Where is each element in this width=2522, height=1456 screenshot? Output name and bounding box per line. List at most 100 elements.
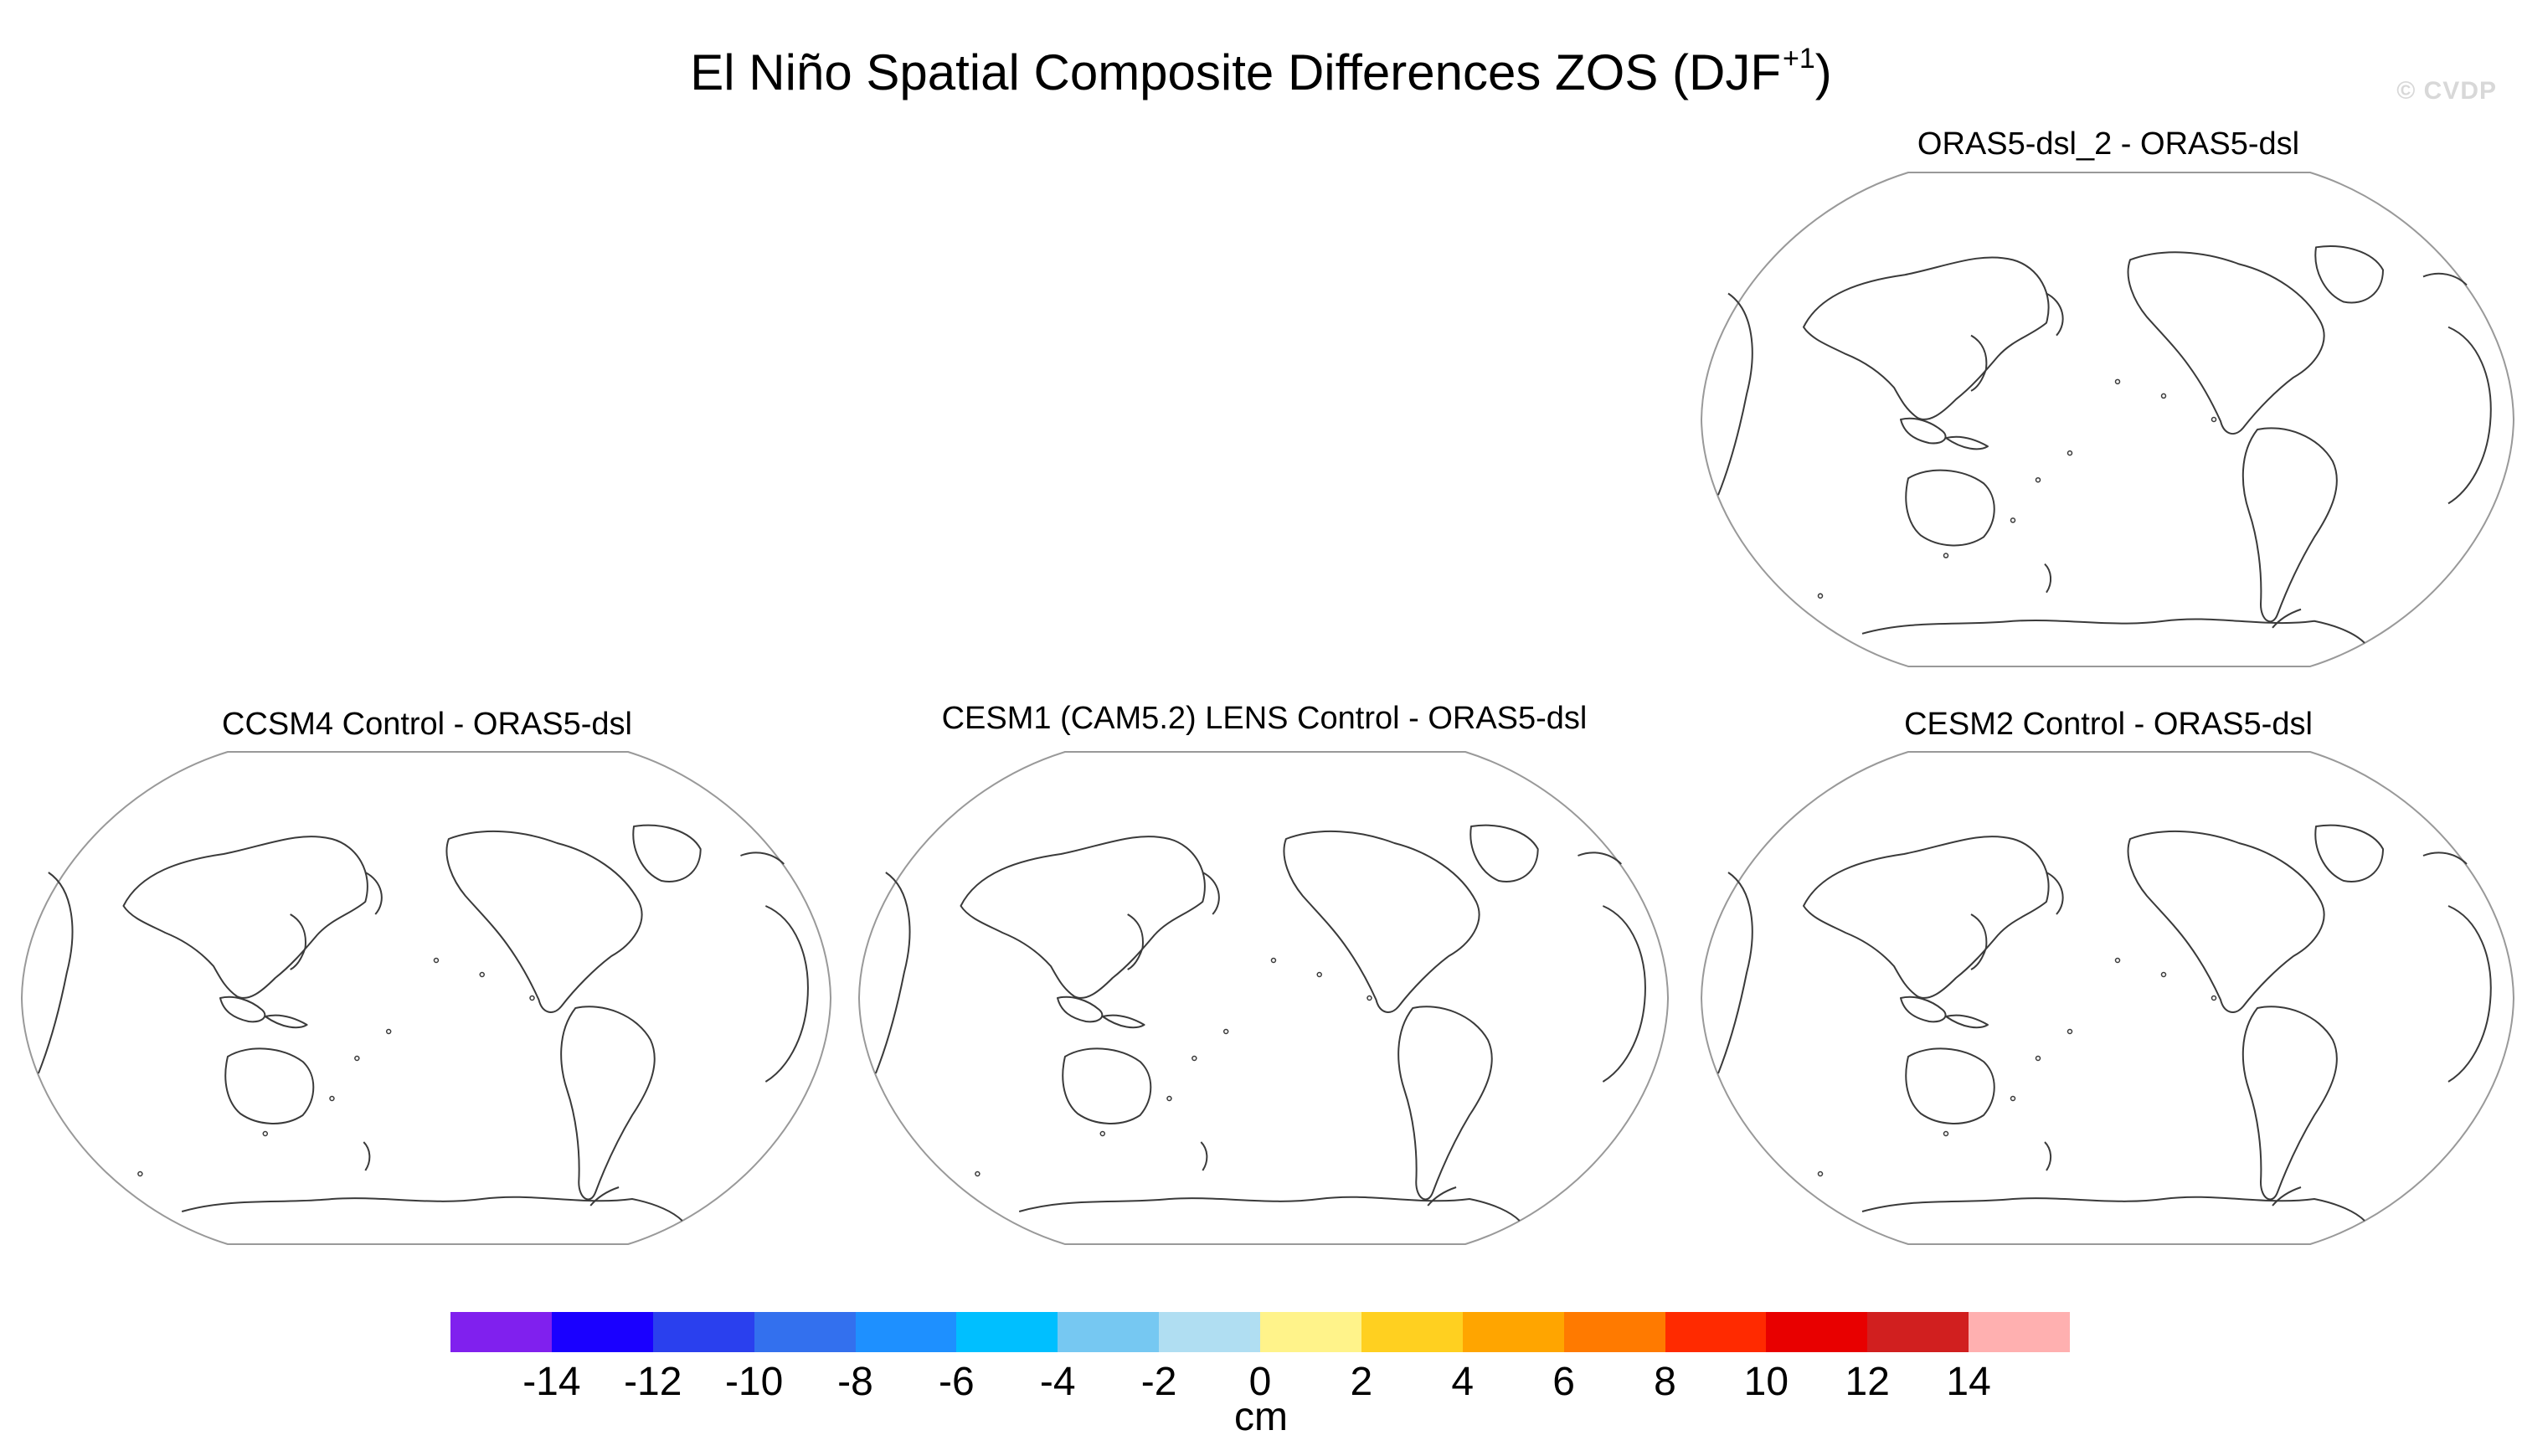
coastline bbox=[1905, 1047, 1995, 1124]
island bbox=[385, 1028, 392, 1035]
colorbar-swatch-0 bbox=[450, 1312, 552, 1352]
colorbar-swatch-13 bbox=[1766, 1312, 1868, 1352]
colorbar-tick-label: 14 bbox=[1946, 1360, 1991, 1404]
island bbox=[1192, 1055, 1197, 1062]
colorbar-swatch-9 bbox=[1361, 1312, 1463, 1352]
island bbox=[1270, 957, 1277, 964]
coastline bbox=[2044, 563, 2051, 594]
coastline bbox=[37, 872, 74, 1074]
map-orasdsl2 bbox=[1700, 172, 2515, 667]
map-border bbox=[1700, 751, 2515, 1245]
panel-title-cesm1: CESM1 (CAM5.2) LENS Control - ORAS5-dsl bbox=[941, 701, 1588, 736]
colorbar-tick-label: -12 bbox=[624, 1360, 682, 1404]
island bbox=[1099, 1130, 1106, 1137]
coastline bbox=[1127, 913, 1144, 970]
coastline bbox=[2314, 824, 2384, 882]
figure-title-superscript: +1 bbox=[1782, 43, 1815, 75]
coastline bbox=[1062, 1047, 1152, 1124]
cvdp-watermark: © CVDP bbox=[2396, 77, 2497, 105]
coastline bbox=[2314, 245, 2384, 304]
panel-title-cesm2: CESM2 Control - ORAS5-dsl bbox=[1904, 707, 2313, 742]
coastline bbox=[1900, 996, 1947, 1023]
panel-title-ccsm4: CCSM4 Control - ORAS5-dsl bbox=[222, 707, 632, 742]
coastline bbox=[2422, 272, 2468, 286]
coastline bbox=[1970, 334, 1988, 392]
colorbar-swatch-15 bbox=[1969, 1312, 2070, 1352]
island bbox=[1817, 593, 1824, 599]
coastline bbox=[1803, 836, 2050, 999]
coastline bbox=[1717, 292, 1753, 496]
island bbox=[2160, 393, 2167, 399]
colorbar-swatch-6 bbox=[1058, 1312, 1160, 1352]
colorbar-units: cm bbox=[1234, 1395, 1288, 1439]
island bbox=[2035, 476, 2041, 483]
coastline bbox=[445, 830, 643, 1013]
colorbar-tick-label: 6 bbox=[1552, 1360, 1575, 1404]
island bbox=[529, 995, 535, 1001]
island bbox=[2066, 1028, 2073, 1035]
coastline bbox=[364, 872, 383, 915]
map-ccsm4 bbox=[20, 751, 832, 1245]
coastline bbox=[1427, 1186, 1457, 1206]
island bbox=[2066, 450, 2073, 456]
island bbox=[479, 971, 485, 978]
island bbox=[1166, 1095, 1172, 1102]
coastline bbox=[1803, 256, 2050, 420]
coastline bbox=[224, 1047, 315, 1124]
colorbar-tick-label: -4 bbox=[1039, 1360, 1076, 1404]
coastline bbox=[2044, 1141, 2051, 1171]
figure-title: El Niño Spatial Composite Differences ZO… bbox=[0, 25, 2522, 106]
island bbox=[1817, 1170, 1824, 1177]
coastline bbox=[1970, 913, 1988, 970]
map-cesm1 bbox=[857, 751, 1670, 1245]
colorbar-tick-label: 0 bbox=[1248, 1360, 1272, 1404]
island bbox=[1367, 995, 1372, 1001]
map-border bbox=[20, 751, 832, 1245]
coastline bbox=[740, 851, 785, 865]
colorbar-ticks: -14 -12 -10 -8 -6 -4 -2 0 2 4 6 8 10 12 14 bbox=[0, 1359, 2522, 1409]
colorbar bbox=[450, 1312, 2070, 1352]
coastline bbox=[122, 836, 368, 999]
coastline bbox=[2422, 851, 2468, 865]
colorbar-tick-label: -2 bbox=[1140, 1360, 1177, 1404]
coastline bbox=[1202, 872, 1220, 915]
coastline bbox=[2241, 427, 2338, 623]
island bbox=[2211, 416, 2217, 423]
colorbar-swatch-4 bbox=[855, 1312, 957, 1352]
island bbox=[1943, 553, 1949, 558]
island bbox=[433, 957, 440, 964]
coastline bbox=[632, 824, 702, 882]
island bbox=[354, 1055, 360, 1062]
coastline bbox=[560, 1006, 656, 1201]
coastline bbox=[1861, 618, 2365, 644]
figure-title-text: El Niño Spatial Composite Differences ZO… bbox=[690, 44, 1781, 100]
coastline bbox=[1945, 435, 1989, 450]
colorbar-tick-label: 2 bbox=[1350, 1360, 1373, 1404]
colorbar-tick-label: -8 bbox=[837, 1360, 873, 1404]
coastline bbox=[2046, 872, 2064, 915]
coastline bbox=[2241, 1006, 2338, 1201]
coastline bbox=[1057, 996, 1104, 1023]
colorbar-tick-label: 4 bbox=[1451, 1360, 1475, 1404]
colorbar-swatch-11 bbox=[1563, 1312, 1665, 1352]
coastline bbox=[1283, 830, 1480, 1013]
coastline bbox=[589, 1186, 620, 1206]
coastline bbox=[1602, 905, 1646, 1083]
colorbar-swatch-7 bbox=[1159, 1312, 1260, 1352]
colorbar-tick-label: -6 bbox=[939, 1360, 975, 1404]
coastline bbox=[1578, 851, 1622, 865]
coastline bbox=[1861, 1196, 2365, 1222]
colorbar-tick-label: -10 bbox=[724, 1360, 784, 1404]
coastline bbox=[960, 836, 1206, 999]
island bbox=[2114, 957, 2121, 964]
island bbox=[2114, 378, 2121, 385]
coastline bbox=[1397, 1006, 1493, 1201]
coastline bbox=[1945, 1014, 1989, 1029]
colorbar-swatch-1 bbox=[551, 1312, 653, 1352]
coastline bbox=[1200, 1141, 1208, 1171]
map-border bbox=[857, 751, 1670, 1245]
island bbox=[2211, 995, 2217, 1001]
colorbar-tick-label: 12 bbox=[1845, 1360, 1890, 1404]
panel-title-orasdsl2: ORAS5-dsl_2 - ORAS5-dsl bbox=[1917, 126, 2300, 162]
coastline bbox=[290, 913, 306, 970]
